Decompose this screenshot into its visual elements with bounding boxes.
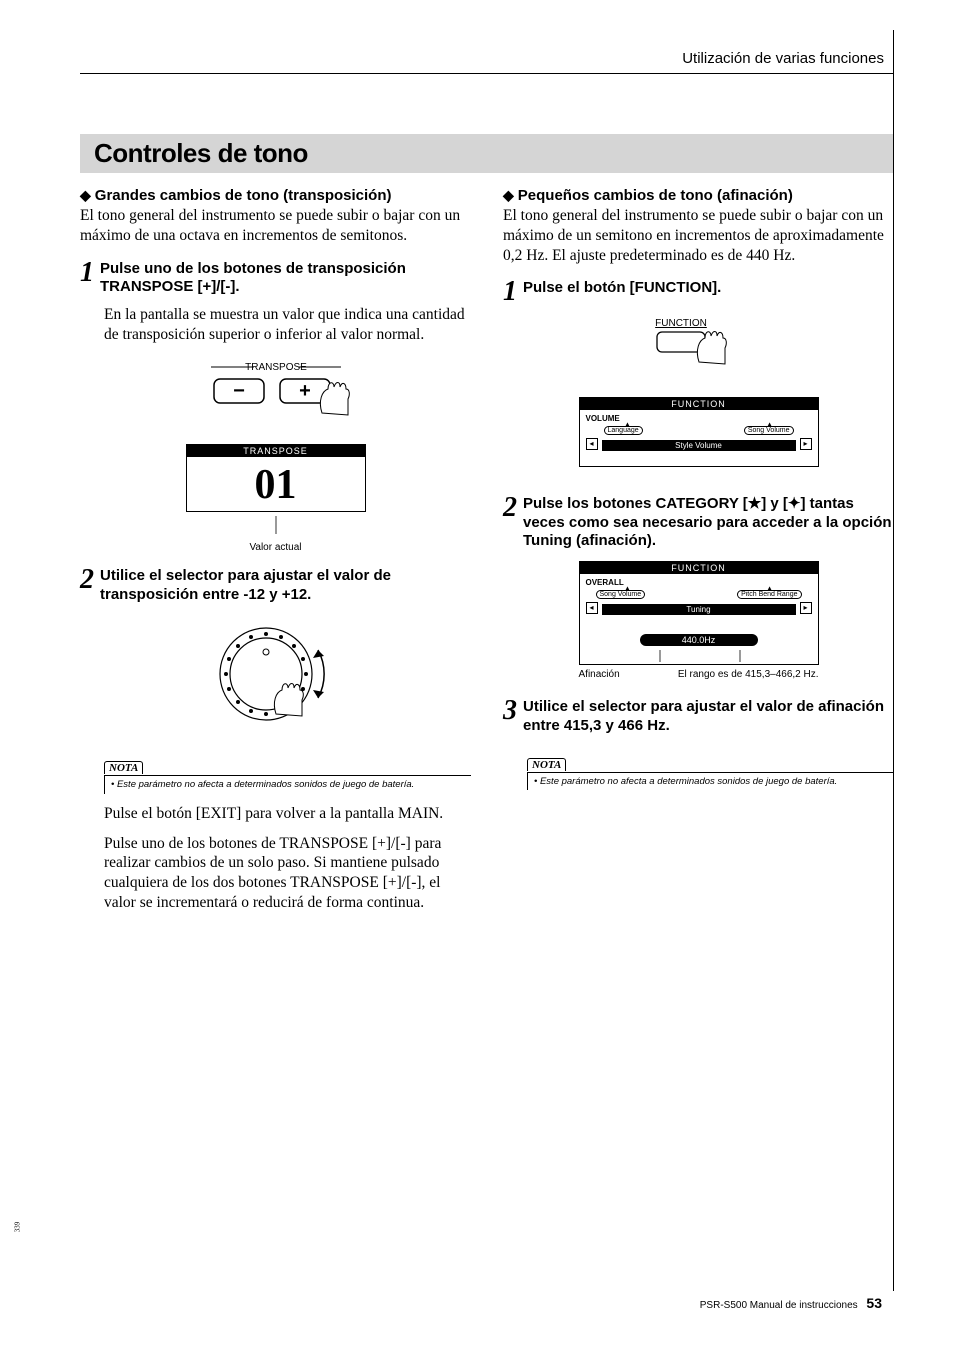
svg-text:FUNCTION: FUNCTION [655,318,707,329]
left-para2: Pulse uno de los botones de TRANSPOSE [+… [104,834,471,913]
lcd-prev-icon: ◂ [586,602,598,614]
right-subhead-text: Pequeños cambios de tono (afinación) [518,187,793,204]
right-intro: El tono general del instrumento se puede… [503,206,894,265]
step-title: Pulse el botón [FUNCTION]. [523,279,721,298]
lcd-category: VOLUME [586,414,620,423]
pill-right: Song Volume [744,426,794,435]
fig-dial [80,614,471,739]
step-number: 1 [80,260,94,284]
lcd-prev-icon: ◂ [586,438,598,450]
fig-transpose-buttons: TRANSPOSE − + [80,355,471,430]
fig-function-lcd-1: FUNCTION VOLUME ▲ ▲ Language Song Volume… [503,397,894,467]
left-subhead-text: Grandes cambios de tono (transposición) [95,187,392,204]
right-column: ◆Pequeños cambios de tono (afinación) El… [503,187,894,923]
lcd-title: TRANSPOSE [187,445,365,457]
diamond-icon: ◆ [80,187,91,204]
pill-right: Pitch Bend Range [737,590,801,599]
note-text: • Este parámetro no afecta a determinado… [104,775,471,793]
side-number: 339 [13,1222,21,1233]
left-intro: El tono general del instrumento se puede… [80,206,471,246]
cap-left: Afinación [579,669,620,680]
lcd-strip: Tuning [602,604,796,615]
t2b: ] y [ [761,495,788,512]
left-step-1: 1 Pulse uno de los botones de transposic… [80,260,471,298]
note-label: NOTA [104,761,143,774]
page-border [893,30,894,1291]
lcd-category: OVERALL [586,578,624,587]
step-title: Pulse los botones CATEGORY [★] y [✦] tan… [523,495,894,551]
lcd-value: 01 [187,457,365,511]
lcd-title: FUNCTION [580,398,818,410]
title-bar: Controles de tono [80,134,894,173]
left-step-2: 2 Utilice el selector para ajustar el va… [80,567,471,605]
fig-function-button: FUNCTION [503,314,894,383]
pill-left: Song Volume [596,590,646,599]
note-right: NOTA • Este parámetro no afecta a determ… [527,754,894,790]
left-subhead: ◆Grandes cambios de tono (transposición) [80,187,471,204]
page-footer: PSR-S500 Manual de instrucciones 53 [700,1295,882,1311]
step-number: 2 [503,495,517,519]
lcd-next-icon: ▸ [800,438,812,450]
svg-text:−: − [233,380,245,402]
lbl: TRANSPOSE [245,362,307,373]
t2a: Pulse los botones CATEGORY [ [523,495,748,512]
step-number: 3 [503,698,517,722]
diamond-icon: ◆ [503,187,514,204]
page-header: Utilización de varias funciones [80,50,894,74]
fig-function-lcd-2: FUNCTION OVERALL ▲ ▲ Song Volume Pitch B… [503,561,894,680]
step-number: 2 [80,567,94,591]
caption-valor: Valor actual [80,542,471,553]
lcd-next-icon: ▸ [800,602,812,614]
left-para1: Pulse el botón [EXIT] para volver a la p… [104,804,471,824]
step-number: 1 [503,279,517,303]
svg-text:+: + [299,380,311,402]
right-step-1: 1 Pulse el botón [FUNCTION]. [503,279,894,303]
note-label: NOTA [527,758,566,771]
left-step1-body: En la pantalla se muestra un valor que i… [104,305,471,345]
step-title: Utilice el selector para ajustar el valo… [100,567,471,605]
footer-doc: PSR-S500 Manual de instrucciones [700,1300,858,1311]
down-arrow-icon: ✦ [788,495,801,512]
fig2-captions: Afinación El rango es de 415,3–466,2 Hz. [579,669,819,680]
cap-right: El rango es de 415,3–466,2 Hz. [678,669,819,680]
note-text: • Este parámetro no afecta a determinado… [527,772,894,790]
page-title: Controles de tono [94,138,880,169]
section-title: Utilización de varias funciones [682,50,884,67]
lcd-strip: Style Volume [602,440,796,451]
right-subhead: ◆Pequeños cambios de tono (afinación) [503,187,894,204]
fig-transpose-lcd: TRANSPOSE 01 Valor actual [80,444,471,553]
up-arrow-icon: ★ [748,495,761,512]
lcd-title: FUNCTION [580,562,818,574]
page-number: 53 [866,1295,882,1311]
note-left: NOTA • Este parámetro no afecta a determ… [104,757,471,793]
step-title: Pulse uno de los botones de transposició… [100,260,471,298]
right-step-3: 3 Utilice el selector para ajustar el va… [503,698,894,736]
right-step-2: 2 Pulse los botones CATEGORY [★] y [✦] t… [503,495,894,551]
pill-left: Language [604,426,643,435]
left-column: ◆Grandes cambios de tono (transposición)… [80,187,471,923]
step-title: Utilice el selector para ajustar el valo… [523,698,894,736]
content-columns: ◆Grandes cambios de tono (transposición)… [80,187,894,923]
